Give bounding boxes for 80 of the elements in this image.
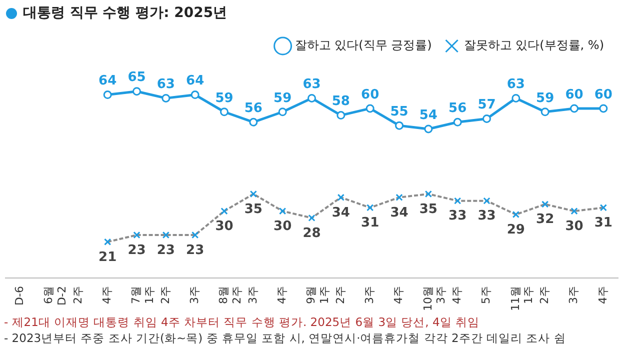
x-tick-label: 2주 [334, 286, 347, 304]
data-label: 59 [274, 90, 292, 106]
x-tick-label: 5주 [480, 286, 493, 304]
point [482, 114, 491, 123]
point [540, 108, 550, 116]
data-label: 23 [156, 242, 175, 258]
x-tick-label: 2주 [158, 286, 172, 304]
x-tick-label: 4주 [596, 286, 610, 304]
point [336, 111, 346, 120]
x-tick-label: 4주 [450, 286, 464, 304]
data-label: 33 [448, 208, 467, 224]
data-label: 28 [302, 226, 321, 241]
data-label: 57 [478, 98, 496, 113]
point [512, 94, 520, 102]
point [162, 94, 170, 102]
x-tick-label: 4주 [275, 286, 288, 304]
legend-label: 잘하고 있다(직무 긍정률) [294, 38, 432, 52]
x-tick-label: 11월 1주 [508, 286, 535, 312]
data-label: 60 [565, 87, 584, 102]
data-label: 30 [565, 218, 584, 234]
point [278, 108, 287, 116]
x-tick-label: 4주 [392, 286, 406, 304]
data-label: 59 [215, 90, 234, 106]
point [220, 108, 228, 116]
data-label: 30 [215, 218, 234, 234]
point [249, 118, 258, 126]
data-label: 31 [361, 216, 380, 231]
legend-label: 잘못하고 있다(부정률, %) [464, 38, 604, 52]
text: - 2023년부터 주중 조사 기간(화~목) 중 휴무일 포함 시, 연말연시·여름휴가철 각각 2주간 데일리 조사 쉼 [4, 330, 567, 346]
point [366, 104, 374, 113]
data-label: 55 [390, 104, 408, 120]
data-label: 33 [478, 208, 496, 224]
point [132, 87, 141, 96]
chart-title: 대통령 직무 수행 평가: 2025년 [23, 4, 228, 22]
x-tick-label: 6월 D-2 [42, 286, 68, 306]
data-label: 58 [332, 94, 350, 110]
x-tick-label: 2주 [538, 286, 551, 304]
x-tick-label: 4주 [100, 286, 114, 304]
data-label: 64 [186, 74, 204, 89]
data-label: 35 [419, 202, 438, 217]
point [395, 121, 404, 130]
x-tick-label: 7월 1주 [130, 286, 156, 304]
x-tick-label: 10월 3주 [421, 286, 448, 312]
x-tick-label: D-6 [12, 286, 26, 306]
point [103, 90, 112, 100]
data-label: 29 [506, 222, 525, 238]
text: - 제21대 이재명 대통령 취임 4주 차부터 직무 수행 평가. 2025년 6월 3일 당선, 4일 취임 [4, 314, 480, 330]
x-tick-label: 3주 [246, 286, 260, 304]
data-label: 56 [448, 101, 467, 116]
x-tick-label: 9월 1주 [304, 286, 331, 304]
x-tick-label: 3주 [567, 286, 580, 304]
point [570, 104, 578, 113]
point [190, 90, 200, 100]
data-label: 63 [506, 77, 525, 92]
x-tick-label: 2주 [71, 286, 84, 304]
point [599, 104, 608, 113]
data-label: 31 [594, 216, 612, 231]
x-tick-label: 8월 2주 [217, 286, 244, 304]
data-label: 34 [332, 205, 350, 220]
data-label: 21 [98, 250, 117, 265]
x-tick-label: 3주 [362, 286, 376, 304]
data-label: 35 [244, 202, 262, 217]
x-tick-label: 3주 [188, 286, 201, 304]
data-label: 60 [361, 87, 380, 102]
point [308, 94, 316, 102]
data-label: 23 [186, 242, 204, 258]
data-label: 56 [244, 101, 262, 116]
data-label: 30 [274, 218, 292, 234]
data-label: 23 [128, 242, 146, 258]
point [453, 118, 462, 126]
data-label: 54 [419, 108, 438, 123]
point [424, 124, 433, 134]
data-label: 64 [98, 74, 117, 89]
data-label: 59 [536, 90, 554, 106]
data-label: 60 [594, 87, 612, 102]
data-label: 63 [302, 77, 321, 92]
data-label: 63 [156, 77, 175, 92]
data-label: 34 [390, 205, 408, 220]
data-label: 65 [128, 70, 146, 86]
data-label: 32 [536, 212, 554, 228]
